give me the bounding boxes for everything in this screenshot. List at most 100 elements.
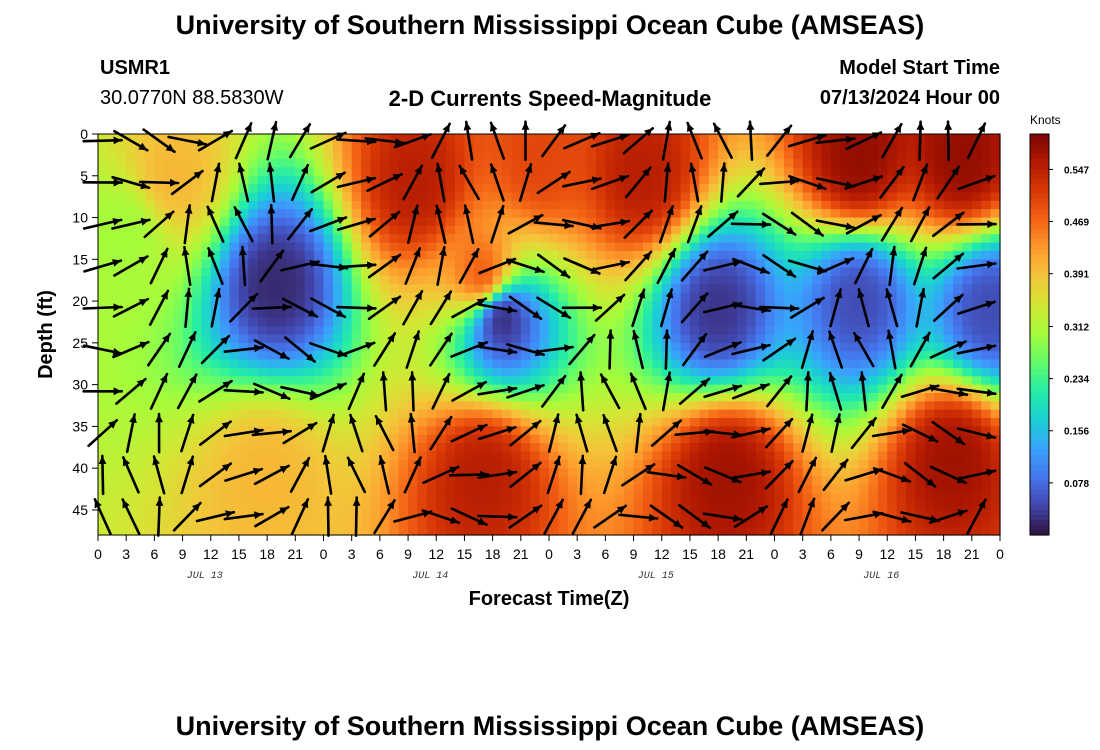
heatmap-cell [981, 276, 992, 285]
heatmap-cell [595, 142, 606, 152]
heatmap-cell [971, 242, 982, 252]
heatmap-cell [906, 518, 917, 528]
heatmap-cell [464, 175, 475, 185]
heatmap-cell [98, 317, 108, 327]
heatmap-cell [163, 526, 174, 536]
vector-head [413, 457, 421, 467]
heatmap-cell [605, 184, 616, 194]
heatmap-cell [191, 301, 202, 311]
heatmap-cell [417, 342, 428, 352]
heatmap-cell [642, 292, 653, 302]
heatmap-cell [595, 493, 606, 503]
heatmap-cell [332, 259, 343, 269]
heatmap-cell [436, 200, 447, 210]
heatmap-cell [417, 175, 428, 185]
heatmap-cell [595, 326, 606, 336]
heatmap-cell [595, 434, 606, 444]
heatmap-cell [915, 250, 926, 260]
heatmap-cell [577, 234, 588, 244]
heatmap-cell [257, 526, 268, 536]
heatmap-cell [671, 468, 682, 478]
heatmap-cell [191, 167, 202, 177]
heatmap-cell [295, 518, 306, 528]
heatmap-cell [539, 192, 550, 202]
heatmap-cell [464, 284, 475, 294]
heatmap-cell [276, 359, 287, 369]
heatmap-cell [398, 217, 409, 227]
vector-head [184, 288, 193, 298]
heatmap-cell [511, 175, 522, 185]
heatmap-cell [774, 401, 785, 411]
heatmap-cell [238, 217, 249, 227]
heatmap-cell [445, 401, 456, 411]
heatmap-cell [821, 292, 832, 302]
heatmap-cell [896, 276, 907, 285]
heatmap-cell [605, 367, 616, 377]
heatmap-cell [436, 250, 447, 260]
heatmap-cell [201, 501, 212, 511]
heatmap-cell [915, 418, 926, 427]
vector-head [392, 174, 402, 182]
heatmap-cell [464, 276, 475, 285]
heatmap-cell [953, 376, 964, 386]
heatmap-cell [332, 326, 343, 336]
heatmap-cell [971, 167, 982, 177]
heatmap-cell [191, 326, 202, 336]
heatmap-cell [191, 150, 202, 160]
heatmap-cell [511, 401, 522, 411]
heatmap-cell [971, 359, 982, 369]
heatmap-cell [793, 443, 804, 453]
heatmap-cell [849, 526, 860, 536]
heatmap-cell [708, 401, 719, 411]
heatmap-cell [98, 359, 108, 369]
heatmap-cell [765, 326, 776, 336]
heatmap-cell [483, 359, 494, 369]
heatmap-cell [126, 234, 137, 244]
heatmap-cell [708, 167, 719, 177]
heatmap-cell [671, 209, 682, 219]
heatmap-cell [398, 276, 409, 285]
heatmap-cell [605, 242, 616, 252]
heatmap-cell [314, 434, 325, 444]
current-vector [254, 505, 290, 528]
heatmap-cell [530, 392, 541, 402]
heatmap-cell [107, 142, 118, 152]
heatmap-cell [981, 234, 992, 244]
heatmap-cell [549, 284, 559, 294]
heatmap-cell [257, 242, 268, 252]
heatmap-cell [323, 392, 334, 402]
heatmap-cell [314, 409, 325, 419]
heatmap-cell [135, 392, 146, 402]
heatmap-cell [962, 484, 973, 494]
heatmap-cell [812, 426, 823, 436]
heatmap-cell [671, 309, 682, 319]
heatmap-cell [436, 484, 447, 494]
vector-head [357, 373, 365, 383]
heatmap-cell [398, 209, 409, 219]
heatmap-cell [990, 384, 1001, 394]
heatmap-cell [624, 434, 635, 444]
heatmap-cell [426, 292, 437, 302]
heatmap-cell [248, 484, 259, 494]
heatmap-cell [708, 150, 719, 160]
heatmap-cell [906, 250, 917, 260]
heatmap-cell [98, 376, 108, 386]
heatmap-cell [849, 326, 860, 336]
heatmap-cell [520, 409, 531, 419]
current-vector [199, 420, 232, 446]
heatmap-cell [595, 134, 606, 143]
heatmap-cell [680, 468, 691, 478]
heatmap-cell [426, 159, 437, 169]
heatmap-cell [906, 217, 917, 227]
heatmap-cell [229, 192, 240, 202]
heatmap-cell [361, 459, 372, 469]
heatmap-cell [567, 242, 578, 252]
heatmap-cell [257, 134, 268, 143]
heatmap-cell [173, 351, 184, 361]
heatmap-cell [304, 501, 315, 511]
heatmap-cell [671, 284, 682, 294]
heatmap-cell [586, 284, 597, 294]
heatmap-cell [257, 317, 268, 327]
heatmap-cell [483, 443, 494, 453]
heatmap-cell [887, 484, 898, 494]
